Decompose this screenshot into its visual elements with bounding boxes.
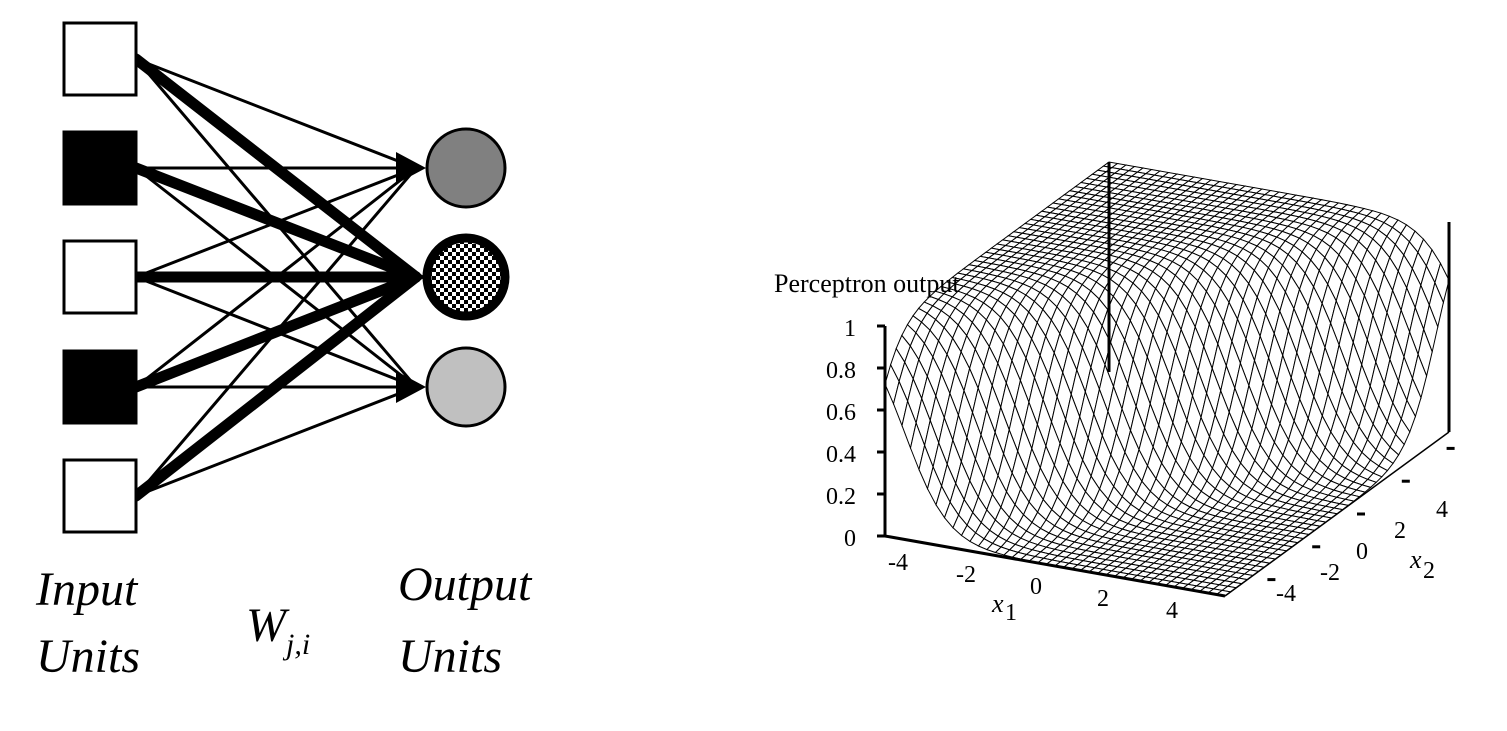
- z-tick-label: 0.8: [826, 358, 856, 384]
- x2-tick-label: 0: [1356, 539, 1368, 565]
- input-units-label-line1: Input: [35, 563, 139, 616]
- x2-axis-tick-labels: -4 -2 0 2 4: [1276, 497, 1448, 607]
- x1-axis-label: x: [991, 589, 1004, 618]
- x1-axis-tick-labels: -4 -2 0 2 4: [888, 550, 1178, 624]
- arrowhead: [396, 152, 426, 184]
- z-tick-label: 0.2: [826, 484, 856, 510]
- input-unit: [62, 349, 138, 425]
- weights-label-main: W: [246, 599, 290, 652]
- z-tick-label: 1: [844, 316, 856, 342]
- x2-tick-label: -4: [1276, 581, 1296, 607]
- input-units: [62, 21, 138, 534]
- weight-connections: [130, 53, 422, 502]
- input-unit: [62, 130, 138, 206]
- output-unit: [425, 127, 507, 209]
- output-units-label-line1: Output: [398, 558, 533, 611]
- z-tick-label: 0: [844, 526, 856, 552]
- perceptron-surface-plot: Perceptron output 1 0.8 0.6 0.4 0.2 0 -4…: [774, 161, 1455, 626]
- sigmoid-surface-mesh: [884, 161, 1450, 597]
- input-units-label-line2: Units: [36, 630, 140, 683]
- x1-axis-label-subscript: 1: [1005, 600, 1017, 626]
- weights-label: W: [246, 599, 290, 652]
- output-unit: [422, 233, 510, 321]
- weight-connection: [134, 57, 418, 170]
- output-units-label-line2: Units: [398, 630, 502, 683]
- x2-tick-label: -2: [1320, 560, 1340, 586]
- weights-label-subscript: j,i: [282, 628, 310, 661]
- input-unit: [62, 21, 138, 97]
- input-unit: [62, 458, 138, 534]
- weight-connection: [130, 271, 422, 502]
- x1-tick-label: -4: [888, 550, 908, 576]
- output-units: [422, 127, 510, 428]
- plot-axes: [877, 162, 1455, 598]
- x2-axis: [1224, 431, 1450, 597]
- output-unit: [425, 346, 507, 428]
- x1-tick-label: 0: [1030, 574, 1042, 600]
- x2-axis-label-subscript: 2: [1423, 558, 1435, 584]
- x1-tick-label: 4: [1166, 598, 1178, 624]
- x2-tick-label: 2: [1394, 518, 1406, 544]
- x1-tick-label: 2: [1097, 586, 1109, 612]
- x1-tick-label: -2: [956, 562, 976, 588]
- weight-connection: [134, 166, 418, 498]
- arrowhead: [396, 371, 426, 403]
- weight-connection: [134, 166, 418, 279]
- z-axis-tick-labels: 1 0.8 0.6 0.4 0.2 0: [826, 316, 856, 552]
- weight-connection: [134, 385, 418, 498]
- z-tick-label: 0.4: [826, 442, 856, 468]
- z-tick-label: 0.6: [826, 400, 856, 426]
- x2-tick-label: 4: [1436, 497, 1448, 523]
- arrowheads: [396, 152, 426, 403]
- arrowhead: [396, 261, 426, 293]
- input-unit: [62, 239, 138, 315]
- x1-axis: [884, 534, 1226, 598]
- weight-connection: [134, 166, 418, 389]
- network-diagram: Input Units W j,i Output Units: [35, 21, 533, 683]
- x2-axis-label: x: [1409, 545, 1422, 574]
- z-axis-title: Perceptron output: [774, 269, 960, 298]
